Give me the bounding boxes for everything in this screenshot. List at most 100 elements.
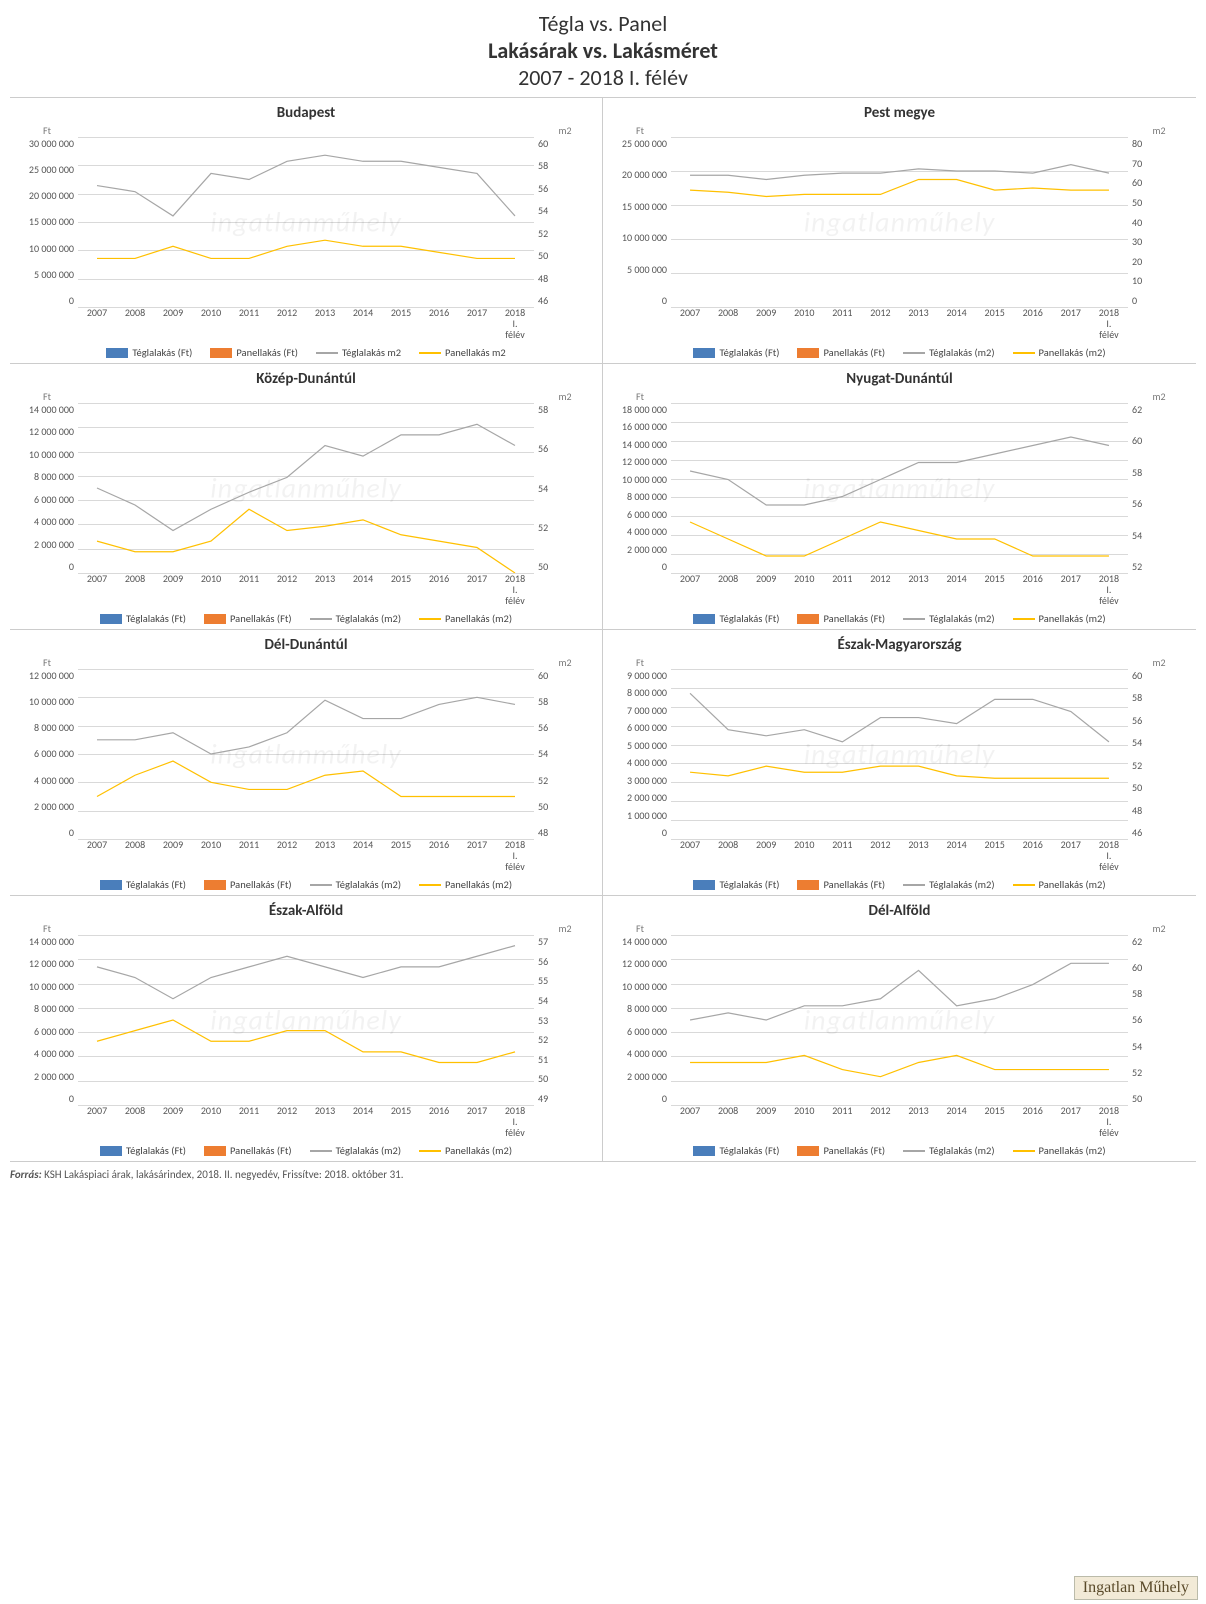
chart-panel: Közép-Dunántúl Ft m2 14 000 00012 000 00010… <box>10 364 603 630</box>
legend-label: Téglalakás (Ft) <box>126 878 186 891</box>
legend-swatch <box>210 348 232 358</box>
y-axis-right: 626058565452 <box>1128 403 1190 573</box>
title: Lakásárak vs. Lakásméret <box>10 37 1196 64</box>
legend-label: Panellakás (Ft) <box>823 346 885 359</box>
legend-swatch <box>419 352 441 354</box>
x-tick-label: 2008 <box>116 839 154 872</box>
x-tick-label: 2015 <box>976 573 1014 606</box>
x-tick-label: 2013 <box>306 1105 344 1138</box>
chart-title: Közép-Dunántúl <box>16 370 596 388</box>
y-right-unit: m2 <box>1128 124 1190 137</box>
legend-swatch <box>204 1146 226 1156</box>
y-axis-left: 14 000 00012 000 00010 000 0008 000 0006… <box>609 935 671 1105</box>
x-tick-label: 2011 <box>230 1105 268 1138</box>
legend-tegla-m2: Téglalakás (m2) <box>903 878 994 891</box>
legend-swatch <box>419 1150 441 1152</box>
legend-swatch <box>1013 352 1035 354</box>
x-tick-label: 2017 <box>458 307 496 340</box>
x-tick-label: 2011 <box>230 307 268 340</box>
legend-panel-ft: Panellakás (Ft) <box>797 346 885 359</box>
legend-label: Panellakás (Ft) <box>823 1144 885 1157</box>
line-tegla-m2 <box>97 424 515 530</box>
title-block: Tégla vs. Panel Lakásárak vs. Lakásméret… <box>10 10 1196 91</box>
legend-swatch <box>419 618 441 620</box>
x-tick-label: 2014 <box>344 839 382 872</box>
subtitle: 2007 - 2018 I. félév <box>10 64 1196 91</box>
x-tick-label: 2018I.félév <box>496 839 534 872</box>
y-left-unit: Ft <box>16 390 78 403</box>
legend-label: Téglalakás (m2) <box>929 878 994 891</box>
chart-title: Észak-Magyarország <box>609 636 1190 654</box>
y-axis-left: 9 000 0008 000 0007 000 0006 000 0005 00… <box>609 669 671 839</box>
x-axis: 2007200820092010201120122013201420152016… <box>78 1105 534 1138</box>
chart-panel: Nyugat-DunántúlFtm218 000 00016 000 0001… <box>603 364 1196 630</box>
legend-swatch <box>310 1150 332 1152</box>
line-tegla-m2 <box>690 437 1109 505</box>
x-tick-label: 2012 <box>268 573 306 606</box>
legend-label: Téglalakás (Ft) <box>126 1144 186 1157</box>
x-tick-label: 2009 <box>154 307 192 340</box>
x-tick-label: 2010 <box>785 573 823 606</box>
y-right-unit: m2 <box>534 390 596 403</box>
x-tick-label: 2009 <box>747 573 785 606</box>
legend-swatch <box>797 880 819 890</box>
x-tick-label: 2012 <box>268 839 306 872</box>
chart-title: Észak-Alföld <box>16 902 596 920</box>
line-panel-m2 <box>97 761 515 796</box>
y-left-unit: Ft <box>609 656 671 669</box>
x-tick-label: 2007 <box>78 573 116 606</box>
y-left-unit: Ft <box>609 390 671 403</box>
x-tick-label: 2018I.félév <box>1090 573 1128 606</box>
legend-swatch <box>797 1146 819 1156</box>
x-tick-label: 2012 <box>268 307 306 340</box>
legend-label: Panellakás (m2) <box>1039 612 1106 625</box>
x-tick-label: 2011 <box>230 573 268 606</box>
x-tick-label: 2014 <box>344 573 382 606</box>
legend-panel-m2: Panellakás (m2) <box>1013 346 1106 359</box>
x-tick-label: 2010 <box>785 307 823 340</box>
x-axis: 2007200820092010201120122013201420152016… <box>671 839 1128 872</box>
y-left-unit: Ft <box>609 922 671 935</box>
x-tick-label: 2014 <box>938 839 976 872</box>
chart-panel: BudapestFtm230 000 00025 000 00020 000 0… <box>10 98 603 364</box>
legend: Téglalakás (Ft)Panellakás (Ft)Téglalakás… <box>609 612 1190 625</box>
x-tick-label: 2016 <box>420 573 458 606</box>
x-tick-label: 2010 <box>192 573 230 606</box>
footer-text: KSH Lakáspiaci árak, lakásárindex, 2018.… <box>44 1168 403 1181</box>
plot-area: ingatlanműhely <box>78 403 534 573</box>
x-tick-label: 2007 <box>671 573 709 606</box>
x-tick-label: 2007 <box>671 839 709 872</box>
x-tick-label: 2013 <box>306 307 344 340</box>
legend-label: Panellakás (Ft) <box>230 1144 292 1157</box>
x-tick-label: 2009 <box>154 573 192 606</box>
y-left-unit: Ft <box>16 922 78 935</box>
legend-swatch <box>693 1146 715 1156</box>
plot-area: ingatlanműhely <box>671 669 1128 839</box>
x-tick-label: 2009 <box>747 307 785 340</box>
legend-panel-m2: Panellakás (m2) <box>419 878 512 891</box>
x-tick-label: 2013 <box>899 1105 937 1138</box>
x-tick-label: 2013 <box>899 307 937 340</box>
x-tick-label: 2015 <box>976 307 1014 340</box>
x-tick-label: 2012 <box>861 839 899 872</box>
legend-swatch <box>797 348 819 358</box>
y-right-unit: m2 <box>1128 656 1190 669</box>
x-tick-label: 2016 <box>1014 307 1052 340</box>
legend-label: Téglalakás (Ft) <box>126 612 186 625</box>
x-axis: 2007200820092010201120122013201420152016… <box>78 307 534 340</box>
legend-panel-m2: Panellakás (m2) <box>419 612 512 625</box>
x-tick-label: 2018I.félév <box>496 1105 534 1138</box>
legend-label: Téglalakás (Ft) <box>719 1144 779 1157</box>
x-tick-label: 2007 <box>78 1105 116 1138</box>
line-panel-m2 <box>97 1020 515 1063</box>
legend-panel-m2: Panellakás m2 <box>419 346 506 359</box>
x-tick-label: 2013 <box>899 573 937 606</box>
x-tick-label: 2015 <box>382 573 420 606</box>
y-left-unit: Ft <box>16 124 78 137</box>
legend: Téglalakás (Ft)Panellakás (Ft)Téglalakás… <box>16 1144 596 1157</box>
y-axis-right: 80706050403020100 <box>1128 137 1190 307</box>
legend-tegla-ft: Téglalakás (Ft) <box>693 346 779 359</box>
legend-swatch <box>903 352 925 354</box>
footer: Forrás: KSH Lakáspiaci árak, lakásárinde… <box>10 1168 1196 1181</box>
y-axis-left: 14 000 00012 000 00010 000 0008 000 0006… <box>16 403 78 573</box>
